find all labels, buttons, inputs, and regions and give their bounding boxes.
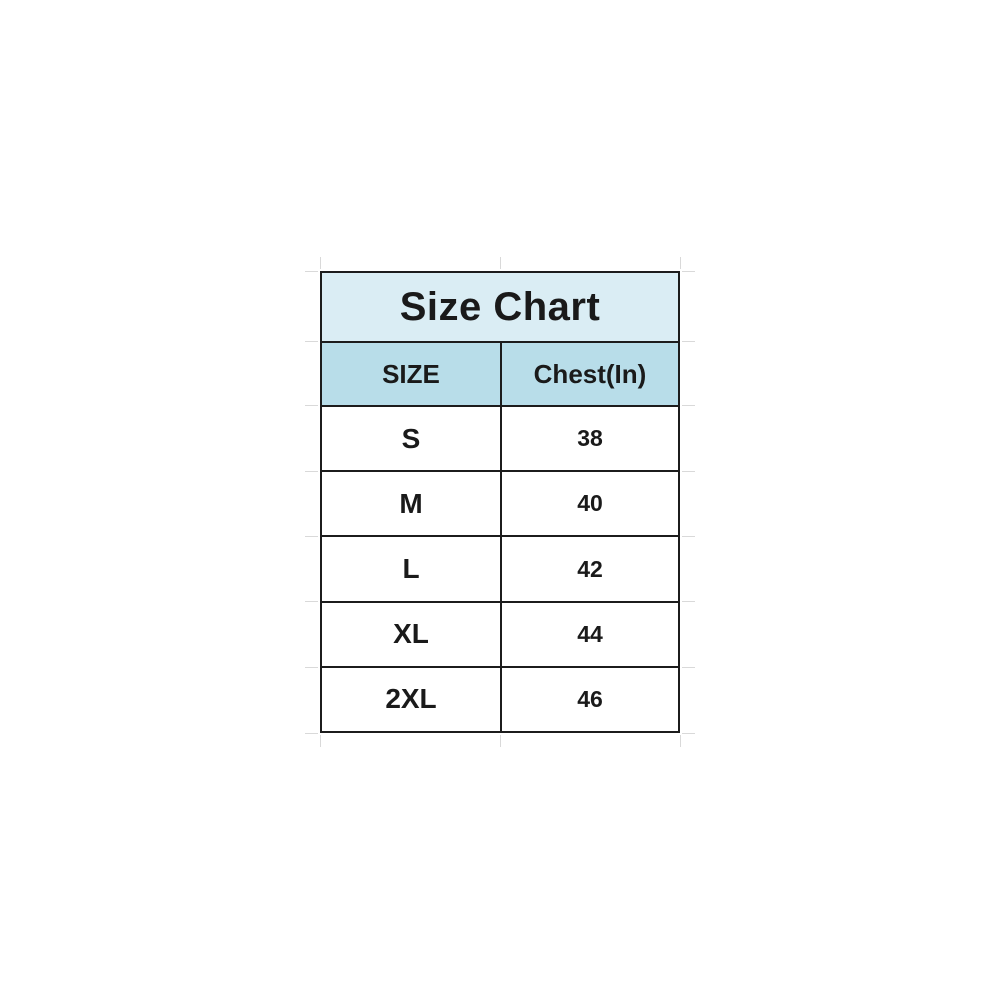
gridline-stub <box>682 536 695 537</box>
size-cell: L <box>322 537 502 601</box>
chest-cell: 40 <box>577 490 603 517</box>
gridline-stub <box>682 341 695 342</box>
table-header-row: SIZE Chest(In) <box>322 341 678 406</box>
gridline-stub <box>682 405 695 406</box>
gridline-stub <box>682 271 695 272</box>
gridline-stub <box>305 667 318 668</box>
column-header-size: SIZE <box>322 343 502 406</box>
gridline-stub <box>305 601 318 602</box>
gridline-stub <box>305 271 318 272</box>
gridline-stub <box>320 735 321 747</box>
gridline-stub <box>305 733 318 734</box>
gridline-stub <box>305 405 318 406</box>
size-cell: XL <box>322 602 502 666</box>
gridline-stub <box>680 735 681 747</box>
gridline-stub <box>682 471 695 472</box>
gridline-stub <box>305 341 318 342</box>
table-row: XL 44 <box>322 600 678 666</box>
gridline-stub <box>500 735 501 747</box>
gridline-stub <box>680 257 681 269</box>
table-row: 2XL 46 <box>322 665 678 731</box>
table-title: Size Chart <box>322 273 678 342</box>
gridline-stub <box>305 471 318 472</box>
gridline-stub <box>320 257 321 269</box>
gridline-stub <box>682 601 695 602</box>
chest-cell: 46 <box>577 685 603 712</box>
chest-cell: 42 <box>577 555 603 582</box>
chest-cell: 44 <box>577 620 603 647</box>
gridline-stub <box>500 257 501 269</box>
table-row: L 42 <box>322 535 678 601</box>
size-cell: S <box>322 407 502 471</box>
column-header-chest: Chest(In) <box>533 358 647 389</box>
chest-cell: 38 <box>577 425 603 452</box>
size-chart-table: Size Chart SIZE Chest(In) S 38 M 40 L 42 XL 44 2… <box>320 271 680 733</box>
gridline-stub <box>682 733 695 734</box>
table-row: M 40 <box>322 470 678 536</box>
table-body: S 38 M 40 L 42 XL 44 2XL 46 <box>322 405 678 731</box>
size-cell: M <box>322 472 502 536</box>
gridline-stub <box>305 536 318 537</box>
table-row: S 38 <box>322 405 678 471</box>
size-cell: 2XL <box>322 667 502 731</box>
gridline-stub <box>682 667 695 668</box>
